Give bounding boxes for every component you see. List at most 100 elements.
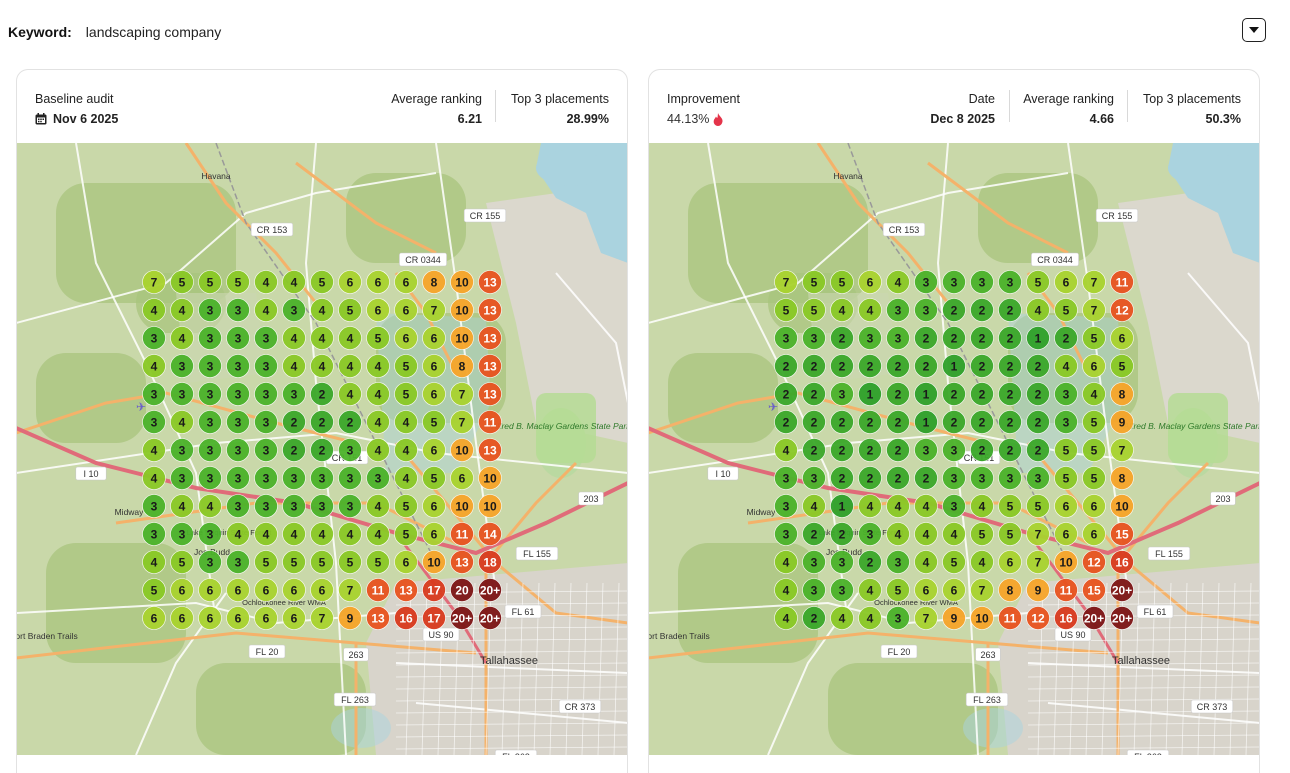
rank-dot[interactable]: 3 bbox=[226, 298, 250, 322]
rank-dot[interactable]: 6 bbox=[254, 578, 278, 602]
rank-dot[interactable]: 1 bbox=[1026, 326, 1050, 350]
rank-dot[interactable]: 2 bbox=[830, 438, 854, 462]
rank-dot[interactable]: 18 bbox=[478, 550, 502, 574]
rank-dot[interactable]: 3 bbox=[830, 382, 854, 406]
rank-dot[interactable]: 3 bbox=[170, 522, 194, 546]
rank-dot[interactable]: 8 bbox=[1110, 466, 1134, 490]
rank-dot[interactable]: 5 bbox=[1026, 494, 1050, 518]
rank-dot[interactable]: 2 bbox=[970, 410, 994, 434]
rank-dot[interactable]: 2 bbox=[970, 438, 994, 462]
rank-dot[interactable]: 5 bbox=[170, 270, 194, 294]
rank-dot[interactable]: 15 bbox=[1082, 578, 1106, 602]
rank-dot[interactable]: 13 bbox=[478, 298, 502, 322]
rank-dot[interactable]: 3 bbox=[226, 410, 250, 434]
rank-dot[interactable]: 3 bbox=[170, 354, 194, 378]
rank-dot[interactable]: 3 bbox=[198, 354, 222, 378]
dropdown-button[interactable] bbox=[1242, 18, 1266, 42]
rank-dot[interactable]: 13 bbox=[478, 326, 502, 350]
rank-dot[interactable]: 3 bbox=[942, 494, 966, 518]
rank-dot[interactable]: 3 bbox=[774, 522, 798, 546]
rank-dot[interactable]: 1 bbox=[942, 354, 966, 378]
rank-dot[interactable]: 3 bbox=[254, 382, 278, 406]
rank-dot[interactable]: 4 bbox=[830, 298, 854, 322]
rank-dot[interactable]: 4 bbox=[282, 354, 306, 378]
rank-dot[interactable]: 3 bbox=[142, 522, 166, 546]
rank-dot[interactable]: 6 bbox=[422, 522, 446, 546]
rank-dot[interactable]: 7 bbox=[422, 298, 446, 322]
rank-dot[interactable]: 2 bbox=[886, 382, 910, 406]
rank-dot[interactable]: 6 bbox=[1054, 522, 1078, 546]
rank-dot[interactable]: 2 bbox=[802, 354, 826, 378]
rank-dot[interactable]: 5 bbox=[1082, 410, 1106, 434]
rank-dot[interactable]: 5 bbox=[1054, 466, 1078, 490]
rank-dot[interactable]: 10 bbox=[450, 326, 474, 350]
rank-dot[interactable]: 6 bbox=[170, 606, 194, 630]
rank-dot[interactable]: 3 bbox=[914, 438, 938, 462]
rank-dot[interactable]: 17 bbox=[422, 578, 446, 602]
rank-dot[interactable]: 5 bbox=[1082, 466, 1106, 490]
rank-dot[interactable]: 4 bbox=[338, 382, 362, 406]
rank-dot[interactable]: 13 bbox=[394, 578, 418, 602]
rank-dot[interactable]: 2 bbox=[830, 354, 854, 378]
rank-dot[interactable]: 2 bbox=[858, 410, 882, 434]
rank-dot[interactable]: 3 bbox=[802, 550, 826, 574]
rank-dot[interactable]: 3 bbox=[282, 382, 306, 406]
rank-dot[interactable]: 3 bbox=[226, 550, 250, 574]
rank-dot[interactable]: 11 bbox=[1110, 270, 1134, 294]
rank-dot[interactable]: 3 bbox=[1026, 466, 1050, 490]
rank-dot[interactable]: 4 bbox=[142, 550, 166, 574]
rank-dot[interactable]: 3 bbox=[1054, 410, 1078, 434]
rank-dot[interactable]: 4 bbox=[394, 466, 418, 490]
rank-dot[interactable]: 4 bbox=[830, 606, 854, 630]
rank-dot[interactable]: 5 bbox=[802, 270, 826, 294]
rank-dot[interactable]: 6 bbox=[1054, 270, 1078, 294]
rank-dot[interactable]: 7 bbox=[338, 578, 362, 602]
rank-dot[interactable]: 5 bbox=[338, 298, 362, 322]
rank-dot[interactable]: 4 bbox=[282, 522, 306, 546]
rank-dot[interactable]: 4 bbox=[802, 494, 826, 518]
rank-dot[interactable]: 3 bbox=[198, 298, 222, 322]
rank-dot[interactable]: 3 bbox=[338, 438, 362, 462]
rank-dot[interactable]: 4 bbox=[254, 270, 278, 294]
rank-dot[interactable]: 9 bbox=[1110, 410, 1134, 434]
rank-dot[interactable]: 8 bbox=[422, 270, 446, 294]
rank-dot[interactable]: 3 bbox=[142, 326, 166, 350]
rank-dot[interactable]: 4 bbox=[914, 494, 938, 518]
rank-dot[interactable]: 6 bbox=[282, 606, 306, 630]
rank-dot[interactable]: 13 bbox=[366, 606, 390, 630]
rank-dot[interactable]: 2 bbox=[830, 326, 854, 350]
rank-dot[interactable]: 5 bbox=[1026, 270, 1050, 294]
rank-dot[interactable]: 5 bbox=[998, 494, 1022, 518]
rank-dot[interactable]: 5 bbox=[1054, 298, 1078, 322]
rank-dot[interactable]: 3 bbox=[886, 550, 910, 574]
rank-dot[interactable]: 5 bbox=[970, 522, 994, 546]
rank-dot[interactable]: 3 bbox=[142, 382, 166, 406]
rank-dot[interactable]: 3 bbox=[254, 466, 278, 490]
rank-dot[interactable]: 5 bbox=[338, 550, 362, 574]
rank-dot[interactable]: 7 bbox=[1082, 298, 1106, 322]
rank-dot[interactable]: 2 bbox=[914, 354, 938, 378]
rank-dot[interactable]: 2 bbox=[886, 438, 910, 462]
rank-dot[interactable]: 3 bbox=[914, 298, 938, 322]
rank-dot[interactable]: 3 bbox=[282, 494, 306, 518]
rank-dot[interactable]: 3 bbox=[198, 438, 222, 462]
rank-dot[interactable]: 3 bbox=[254, 438, 278, 462]
rank-dot[interactable]: 2 bbox=[858, 354, 882, 378]
rank-dot[interactable]: 5 bbox=[394, 522, 418, 546]
rank-dot[interactable]: 7 bbox=[142, 270, 166, 294]
rank-dot[interactable]: 2 bbox=[338, 410, 362, 434]
rank-dot[interactable]: 5 bbox=[366, 326, 390, 350]
rank-dot[interactable]: 4 bbox=[198, 494, 222, 518]
rank-dot[interactable]: 3 bbox=[198, 326, 222, 350]
rank-dot[interactable]: 2 bbox=[970, 298, 994, 322]
rank-dot[interactable]: 7 bbox=[914, 606, 938, 630]
rank-dot[interactable]: 6 bbox=[422, 354, 446, 378]
rank-dot[interactable]: 15 bbox=[1110, 522, 1134, 546]
rank-dot[interactable]: 3 bbox=[254, 326, 278, 350]
rank-dot[interactable]: 2 bbox=[998, 354, 1022, 378]
rank-dot[interactable]: 3 bbox=[198, 382, 222, 406]
rank-dot[interactable]: 2 bbox=[310, 438, 334, 462]
rank-dot[interactable]: 4 bbox=[366, 522, 390, 546]
